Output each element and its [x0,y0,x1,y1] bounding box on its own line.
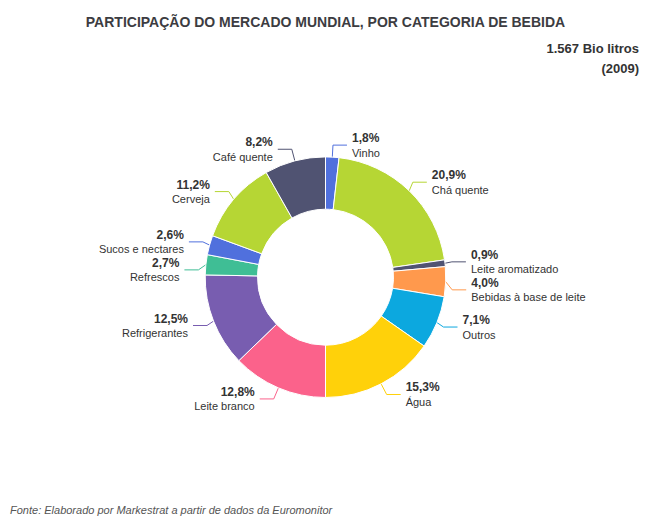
svg-text:Sucos e nectares: Sucos e nectares [99,243,184,255]
svg-text:2,7%: 2,7% [152,256,180,270]
svg-text:(2009): (2009) [601,61,639,76]
svg-text:Cerveja: Cerveja [172,193,211,205]
svg-text:8,2%: 8,2% [245,135,273,149]
svg-text:Leite branco: Leite branco [194,400,255,412]
svg-text:Chá quente: Chá quente [432,184,489,196]
svg-text:1.567 Bio litros: 1.567 Bio litros [547,41,639,56]
svg-text:Bebidas à base de leite: Bebidas à base de leite [471,291,585,303]
svg-text:20,9%: 20,9% [432,168,466,182]
svg-text:Água: Água [406,396,433,408]
svg-text:Refrigerantes: Refrigerantes [122,327,189,339]
svg-text:12,8%: 12,8% [221,385,255,399]
svg-text:PARTICIPAÇÃO DO MERCADO MUNDIA: PARTICIPAÇÃO DO MERCADO MUNDIAL, POR CAT… [86,13,565,30]
svg-text:15,3%: 15,3% [406,380,440,394]
svg-text:12,5%: 12,5% [154,312,188,326]
svg-text:2,6%: 2,6% [157,228,185,242]
svg-text:7,1%: 7,1% [463,313,491,327]
svg-text:1,8%: 1,8% [352,131,380,145]
svg-text:Refrescos: Refrescos [130,271,180,283]
svg-text:11,2%: 11,2% [176,178,210,192]
svg-text:Vinho: Vinho [352,147,380,159]
svg-text:0,9%: 0,9% [471,248,499,262]
svg-text:Fonte: Elaborado por Markestra: Fonte: Elaborado por Markestrat a partir… [10,504,334,516]
svg-text:4,0%: 4,0% [471,276,499,290]
svg-text:Café quente: Café quente [213,151,273,163]
svg-text:Outros: Outros [463,329,497,341]
svg-text:Leite aromatizado: Leite aromatizado [471,263,558,275]
